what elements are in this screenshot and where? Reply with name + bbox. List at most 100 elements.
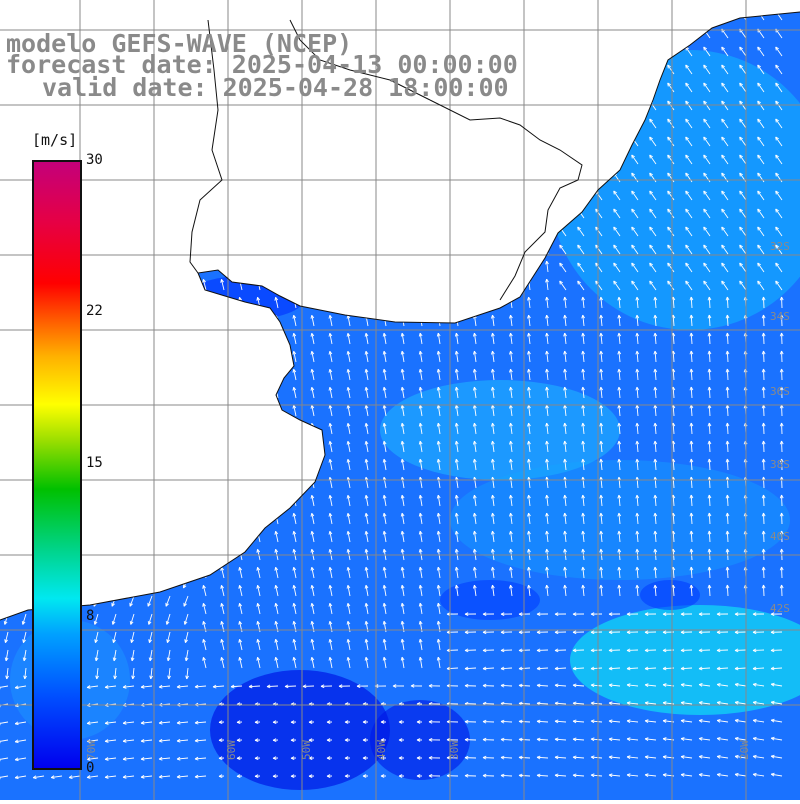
- wind-arrow: [87, 197, 98, 200]
- wind-arrow: [161, 416, 170, 422]
- wind-arrow: [257, 207, 260, 218]
- wind-arrow: [203, 261, 206, 272]
- wind-arrow: [239, 369, 242, 380]
- wind-arrow: [221, 9, 224, 20]
- wind-arrow: [145, 506, 152, 515]
- wind-arrow: [21, 578, 26, 588]
- wind-arrow: [473, 9, 476, 20]
- wind-arrow: [163, 488, 170, 496]
- wind-arrow: [275, 135, 278, 146]
- wind-arrow: [329, 243, 332, 254]
- wind-arrow: [88, 142, 98, 146]
- wind-arrow: [162, 470, 170, 478]
- wind-arrow: [178, 123, 188, 128]
- wind-arrow: [329, 207, 332, 218]
- wind-arrow: [275, 495, 278, 506]
- wind-arrow: [87, 290, 98, 293]
- wind-arrow: [239, 351, 242, 362]
- wind-arrow: [109, 488, 116, 496]
- wind-arrow: [365, 279, 368, 290]
- wind-arrow: [177, 216, 188, 219]
- colorbar-tick-label: 15: [86, 455, 103, 471]
- wind-arrow: [650, 47, 656, 56]
- wind-arrow: [203, 117, 206, 128]
- wind-arrow: [178, 398, 188, 403]
- wind-arrow: [383, 9, 386, 20]
- wind-arrow: [419, 261, 422, 272]
- wind-arrow: [126, 470, 134, 478]
- wind-arrow: [509, 27, 512, 38]
- wind-arrow: [383, 261, 386, 272]
- wind-arrow: [15, 216, 26, 219]
- wind-arrow: [311, 279, 314, 290]
- wind-arrow: [90, 470, 98, 478]
- wind-arrow: [473, 153, 476, 164]
- wind-arrow: [221, 225, 224, 236]
- wind-arrow: [106, 142, 116, 146]
- wind-arrow: [614, 83, 620, 92]
- wind-arrow: [0, 470, 8, 478]
- wind-arrow: [257, 495, 260, 506]
- wind-arrow: [221, 207, 224, 218]
- wind-arrow: [142, 362, 152, 366]
- wind-arrow: [401, 27, 404, 38]
- wind-arrow: [347, 153, 350, 164]
- wind-arrow: [239, 117, 242, 128]
- wind-arrow: [401, 207, 404, 218]
- wind-arrow: [221, 351, 224, 362]
- wind-arrow: [347, 135, 350, 146]
- wind-arrow: [221, 117, 224, 128]
- wind-arrow: [473, 135, 476, 146]
- wind-arrow: [88, 105, 98, 110]
- wind-arrow: [257, 315, 260, 326]
- wind-arrow: [3, 560, 8, 570]
- wind-arrow: [179, 416, 188, 422]
- wind-arrow: [0, 86, 8, 92]
- wind-arrow: [221, 315, 224, 326]
- wind-arrow: [142, 398, 152, 403]
- wind-arrow: [142, 380, 152, 385]
- wind-arrow: [401, 279, 404, 290]
- wind-arrow: [365, 9, 368, 20]
- wind-arrow: [54, 12, 62, 20]
- wind-arrow: [275, 243, 278, 254]
- wind-arrow: [528, 153, 531, 164]
- longitude-label: 70W: [85, 740, 98, 760]
- wind-arrow: [203, 225, 206, 236]
- wind-arrow: [437, 117, 440, 128]
- longitude-label: 60W: [225, 740, 238, 760]
- wind-arrow: [87, 271, 98, 274]
- wind-arrow: [87, 216, 98, 219]
- wind-arrow: [16, 105, 26, 110]
- wind-arrow: [146, 524, 152, 533]
- wind-arrow: [311, 225, 314, 236]
- wind-arrow: [93, 560, 98, 570]
- wind-arrow: [221, 441, 224, 452]
- wind-arrow: [105, 160, 116, 164]
- wind-arrow: [546, 153, 549, 164]
- wind-arrow: [221, 261, 224, 272]
- wind-arrow: [178, 380, 188, 385]
- wind-arrow: [159, 308, 170, 311]
- wind-arrow: [275, 207, 278, 218]
- wind-arrow: [239, 207, 242, 218]
- wind-arrow: [17, 416, 26, 422]
- wind-arrow: [15, 160, 26, 164]
- wind-arrow: [419, 297, 422, 308]
- wind-arrow: [365, 243, 368, 254]
- wind-arrow: [20, 542, 26, 551]
- wind-arrow: [365, 189, 368, 200]
- wind-arrow: [596, 137, 602, 146]
- wind-arrow: [275, 225, 278, 236]
- wind-arrow: [509, 189, 512, 200]
- wind-arrow: [159, 234, 170, 237]
- wind-arrow: [123, 271, 134, 274]
- wind-arrow: [560, 209, 566, 218]
- wind-arrow: [578, 11, 584, 20]
- longitude-label: 20W: [738, 740, 751, 760]
- wind-arrow: [239, 315, 242, 326]
- wind-arrow: [0, 290, 8, 293]
- wind-arrow: [105, 326, 116, 329]
- wind-arrow: [293, 441, 296, 452]
- wind-arrow: [203, 405, 206, 416]
